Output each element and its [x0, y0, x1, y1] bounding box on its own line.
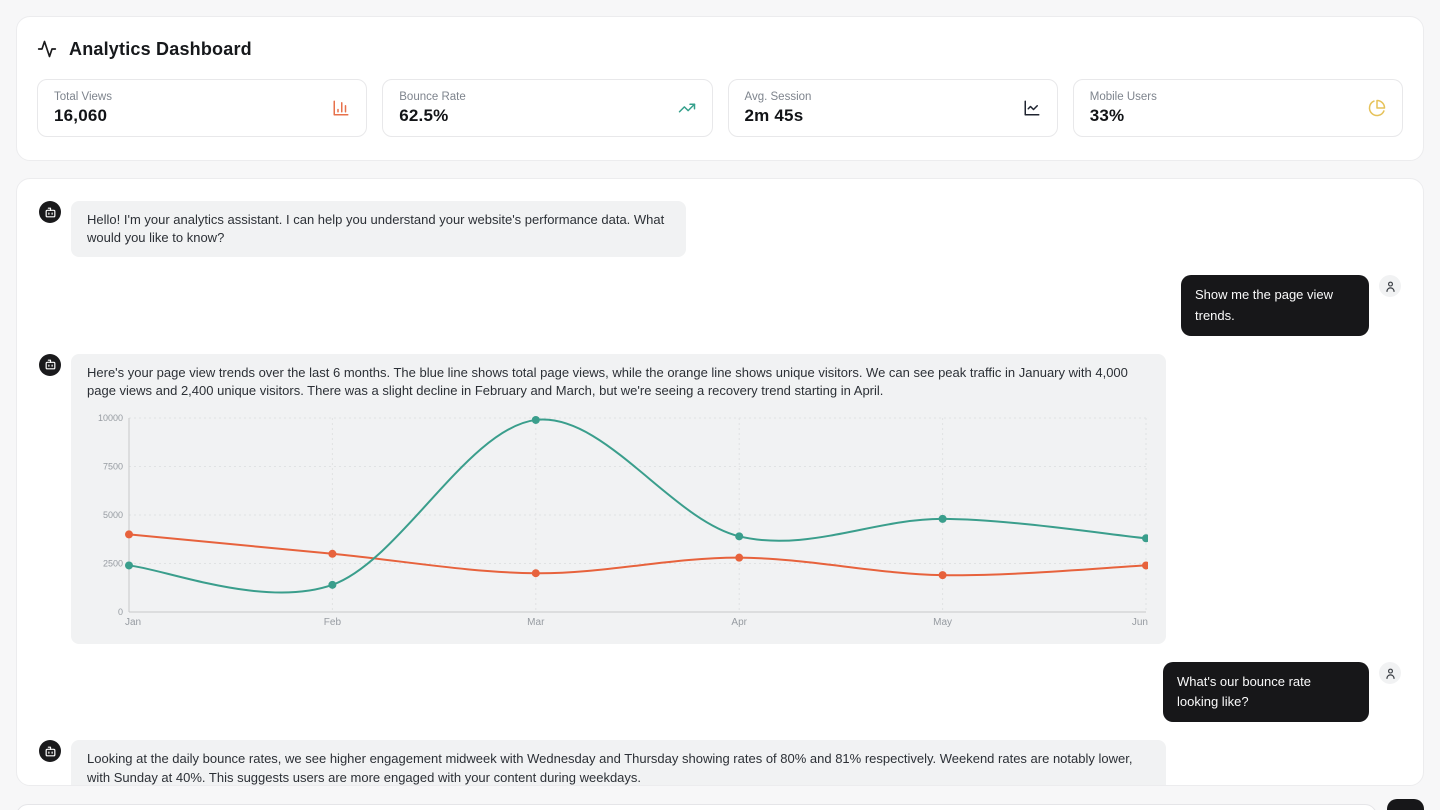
chat-message-bot: Hello! I'm your analytics assistant. I c… — [39, 201, 1401, 258]
stat-card-mobile-users: Mobile Users 33% — [1072, 79, 1403, 137]
dashboard-header-panel: Analytics Dashboard Total Views 16,060 B… — [16, 16, 1424, 161]
svg-text:10000: 10000 — [98, 413, 123, 423]
title-row: Analytics Dashboard — [37, 37, 1403, 61]
activity-icon — [37, 39, 57, 59]
stat-value: 62.5% — [399, 105, 449, 125]
stat-label: Avg. Session — [744, 90, 812, 103]
chat-message-user: Show me the page view trends. — [39, 275, 1401, 336]
bar-chart-icon — [332, 99, 350, 117]
user-message-bubble: What's our bounce rate looking like? — [1163, 662, 1369, 723]
stat-value: 2m 45s — [744, 105, 804, 125]
chat-message-user: What's our bounce rate looking like? — [39, 662, 1401, 723]
bot-message-bubble: Hello! I'm your analytics assistant. I c… — [71, 201, 686, 258]
send-button[interactable] — [1387, 799, 1424, 810]
stat-card-total-views: Total Views 16,060 — [37, 79, 368, 137]
message-composer — [16, 799, 1424, 810]
stat-card-avg-session: Avg. Session 2m 45s — [727, 79, 1058, 137]
trending-up-icon — [678, 99, 696, 117]
svg-text:May: May — [933, 617, 952, 628]
stat-value: 16,060 — [54, 105, 108, 125]
svg-text:Apr: Apr — [731, 617, 747, 628]
chat-message-bot: Looking at the daily bounce rates, we se… — [39, 740, 1401, 785]
stat-label: Total Views — [54, 90, 112, 103]
bot-message-bubble: Looking at the daily bounce rates, we se… — [71, 740, 1166, 785]
user-avatar-icon — [1379, 662, 1401, 685]
bot-avatar-icon — [39, 201, 61, 223]
line-chart-svg: 0 2500 5000 7500 10000 Jan Feb Mar Apr May Jun — [98, 413, 1148, 628]
svg-text:Jun: Jun — [1132, 617, 1148, 628]
svg-text:Mar: Mar — [527, 617, 545, 628]
stat-card-bounce-rate: Bounce Rate 62.5% — [382, 79, 713, 137]
svg-text:7500: 7500 — [103, 462, 123, 472]
line-chart-icon — [1023, 99, 1041, 117]
bot-message-text: Here's your page view trends over the la… — [87, 364, 1128, 398]
svg-text:5000: 5000 — [103, 510, 123, 520]
stats-row: Total Views 16,060 Bounce Rate 62.5% Avg… — [37, 79, 1403, 137]
pie-chart-icon — [1368, 99, 1386, 117]
bot-message-bubble: Here's your page view trends over the la… — [71, 353, 1166, 645]
svg-text:2500: 2500 — [103, 559, 123, 569]
page-title: Analytics Dashboard — [69, 38, 252, 59]
chat-input[interactable] — [16, 804, 1377, 810]
svg-text:Jan: Jan — [125, 617, 141, 628]
svg-text:Feb: Feb — [324, 617, 342, 628]
user-message-bubble: Show me the page view trends. — [1181, 275, 1369, 336]
svg-text:0: 0 — [118, 607, 123, 617]
stat-label: Mobile Users — [1089, 90, 1157, 103]
page-views-chart: 0 2500 5000 7500 10000 Jan Feb Mar Apr May Jun — [87, 410, 1150, 634]
stat-label: Bounce Rate — [399, 90, 466, 103]
bot-avatar-icon — [39, 353, 61, 376]
chat-message-bot-chart: Here's your page view trends over the la… — [39, 353, 1401, 645]
chat-panel: Hello! I'm your analytics assistant. I c… — [16, 178, 1424, 786]
stat-value: 33% — [1089, 105, 1125, 125]
bot-avatar-icon — [39, 740, 61, 763]
user-avatar-icon — [1379, 275, 1401, 298]
